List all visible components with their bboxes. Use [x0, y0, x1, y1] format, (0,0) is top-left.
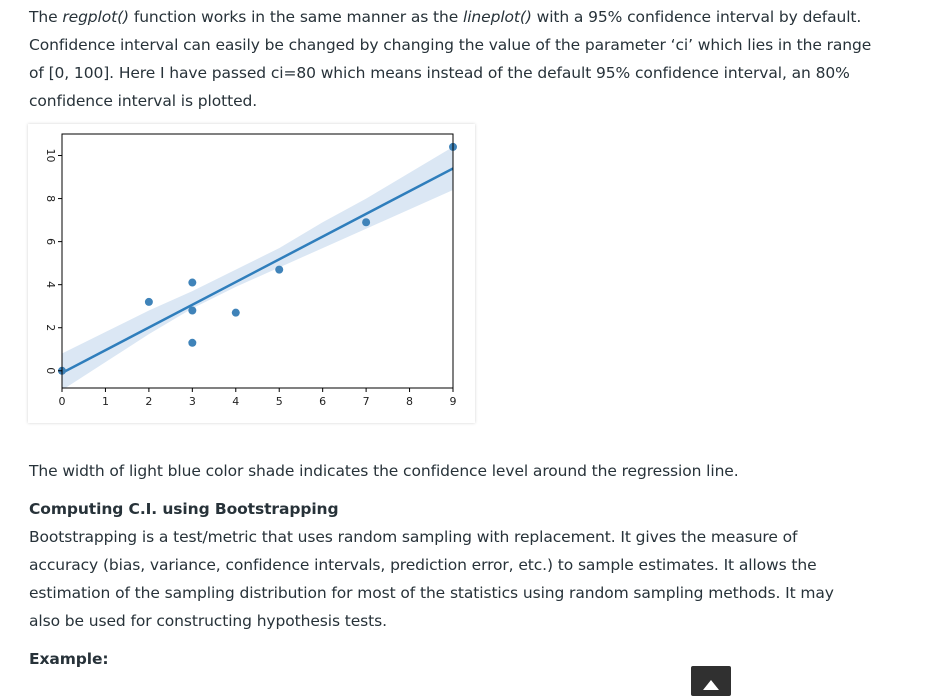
x-tick-label: 2 — [145, 395, 152, 408]
regplot-figure: 0 1 2 3 4 5 6 7 8 9 0 2 4 6 8 10 — [28, 124, 475, 423]
intro-text-3: with a 95% confidence interval by defaul… — [29, 8, 872, 110]
data-point — [275, 265, 284, 274]
scroll-to-top-button[interactable] — [691, 666, 731, 696]
figure-caption: The width of light blue color shade indi… — [29, 462, 739, 480]
y-tick-label: 0 — [44, 367, 57, 374]
data-point — [188, 338, 197, 347]
data-point — [144, 297, 153, 306]
data-point — [188, 278, 197, 287]
regression-line — [62, 167, 453, 375]
x-tick-label: 3 — [189, 395, 196, 408]
data-point — [362, 218, 371, 227]
regplot-chart: 0 1 2 3 4 5 6 7 8 9 0 2 4 6 8 10 — [44, 133, 457, 408]
x-tick-label: 4 — [232, 395, 239, 408]
x-tick-label: 9 — [450, 395, 457, 408]
example-label: Example: — [29, 650, 109, 668]
intro-text-1: The — [29, 8, 63, 26]
confidence-band — [62, 146, 453, 388]
intro-paragraph: The regplot() function works in the same… — [29, 3, 879, 115]
data-point — [231, 308, 240, 317]
regplot-function-name: regplot() — [62, 8, 130, 26]
x-tick-label: 5 — [276, 395, 283, 408]
lineplot-function-name: lineplot() — [463, 8, 532, 26]
intro-text-2: function works in the same manner as the — [129, 8, 464, 26]
arrow-up-icon — [703, 680, 719, 690]
section-heading: Computing C.I. using Bootstrapping — [29, 500, 339, 518]
x-tick-label: 7 — [363, 395, 370, 408]
y-tick-label: 10 — [44, 149, 57, 163]
x-tick-label: 8 — [406, 395, 413, 408]
bootstrap-paragraph: Bootstrapping is a test/metric that uses… — [29, 528, 834, 630]
data-point — [188, 306, 197, 315]
x-tick-label: 1 — [102, 395, 109, 408]
y-tick-label: 6 — [44, 238, 57, 245]
plot-frame — [61, 133, 454, 389]
y-tick-label: 4 — [44, 281, 57, 288]
x-tick-label: 6 — [319, 395, 326, 408]
x-tick-label: 0 — [59, 395, 66, 408]
y-tick-label: 2 — [44, 324, 57, 331]
y-tick-label: 8 — [44, 195, 57, 202]
